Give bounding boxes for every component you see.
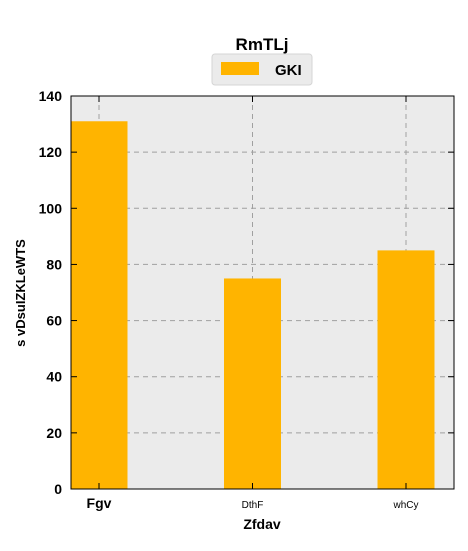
bars [71,121,435,489]
y-tick-label: 40 [46,369,62,385]
y-tick-label: 100 [39,200,63,216]
x-axis: Fgv DthF whCy [87,96,419,511]
chart-title: RmTLj [236,35,289,54]
plot-frame [70,95,455,490]
y-tick-label: 0 [54,481,62,497]
y-axis: 0 20 40 60 80 100 120 140 [39,88,454,497]
y-axis-label: s vDsuIZKLeWTS [13,239,28,347]
x-tick-label: Fgv [87,495,112,511]
y-tick-label: 140 [39,88,63,104]
y-tick-label: 60 [46,313,62,329]
y-tick-label: 20 [46,425,62,441]
x-axis-label: Zfdav [243,516,281,532]
y-tick-label: 120 [39,144,63,160]
legend-box [211,53,313,86]
bar-Fgv [71,121,128,489]
x-tick-label: DthF [242,500,264,511]
legend-label: GKI [275,62,302,79]
x-tick-label: whCy [392,500,418,511]
bar-DthF [224,278,281,489]
bar-whCy [377,250,435,489]
legend-swatch [221,62,259,75]
y-tick-label: 80 [46,256,62,272]
legend: GKI [211,53,313,86]
